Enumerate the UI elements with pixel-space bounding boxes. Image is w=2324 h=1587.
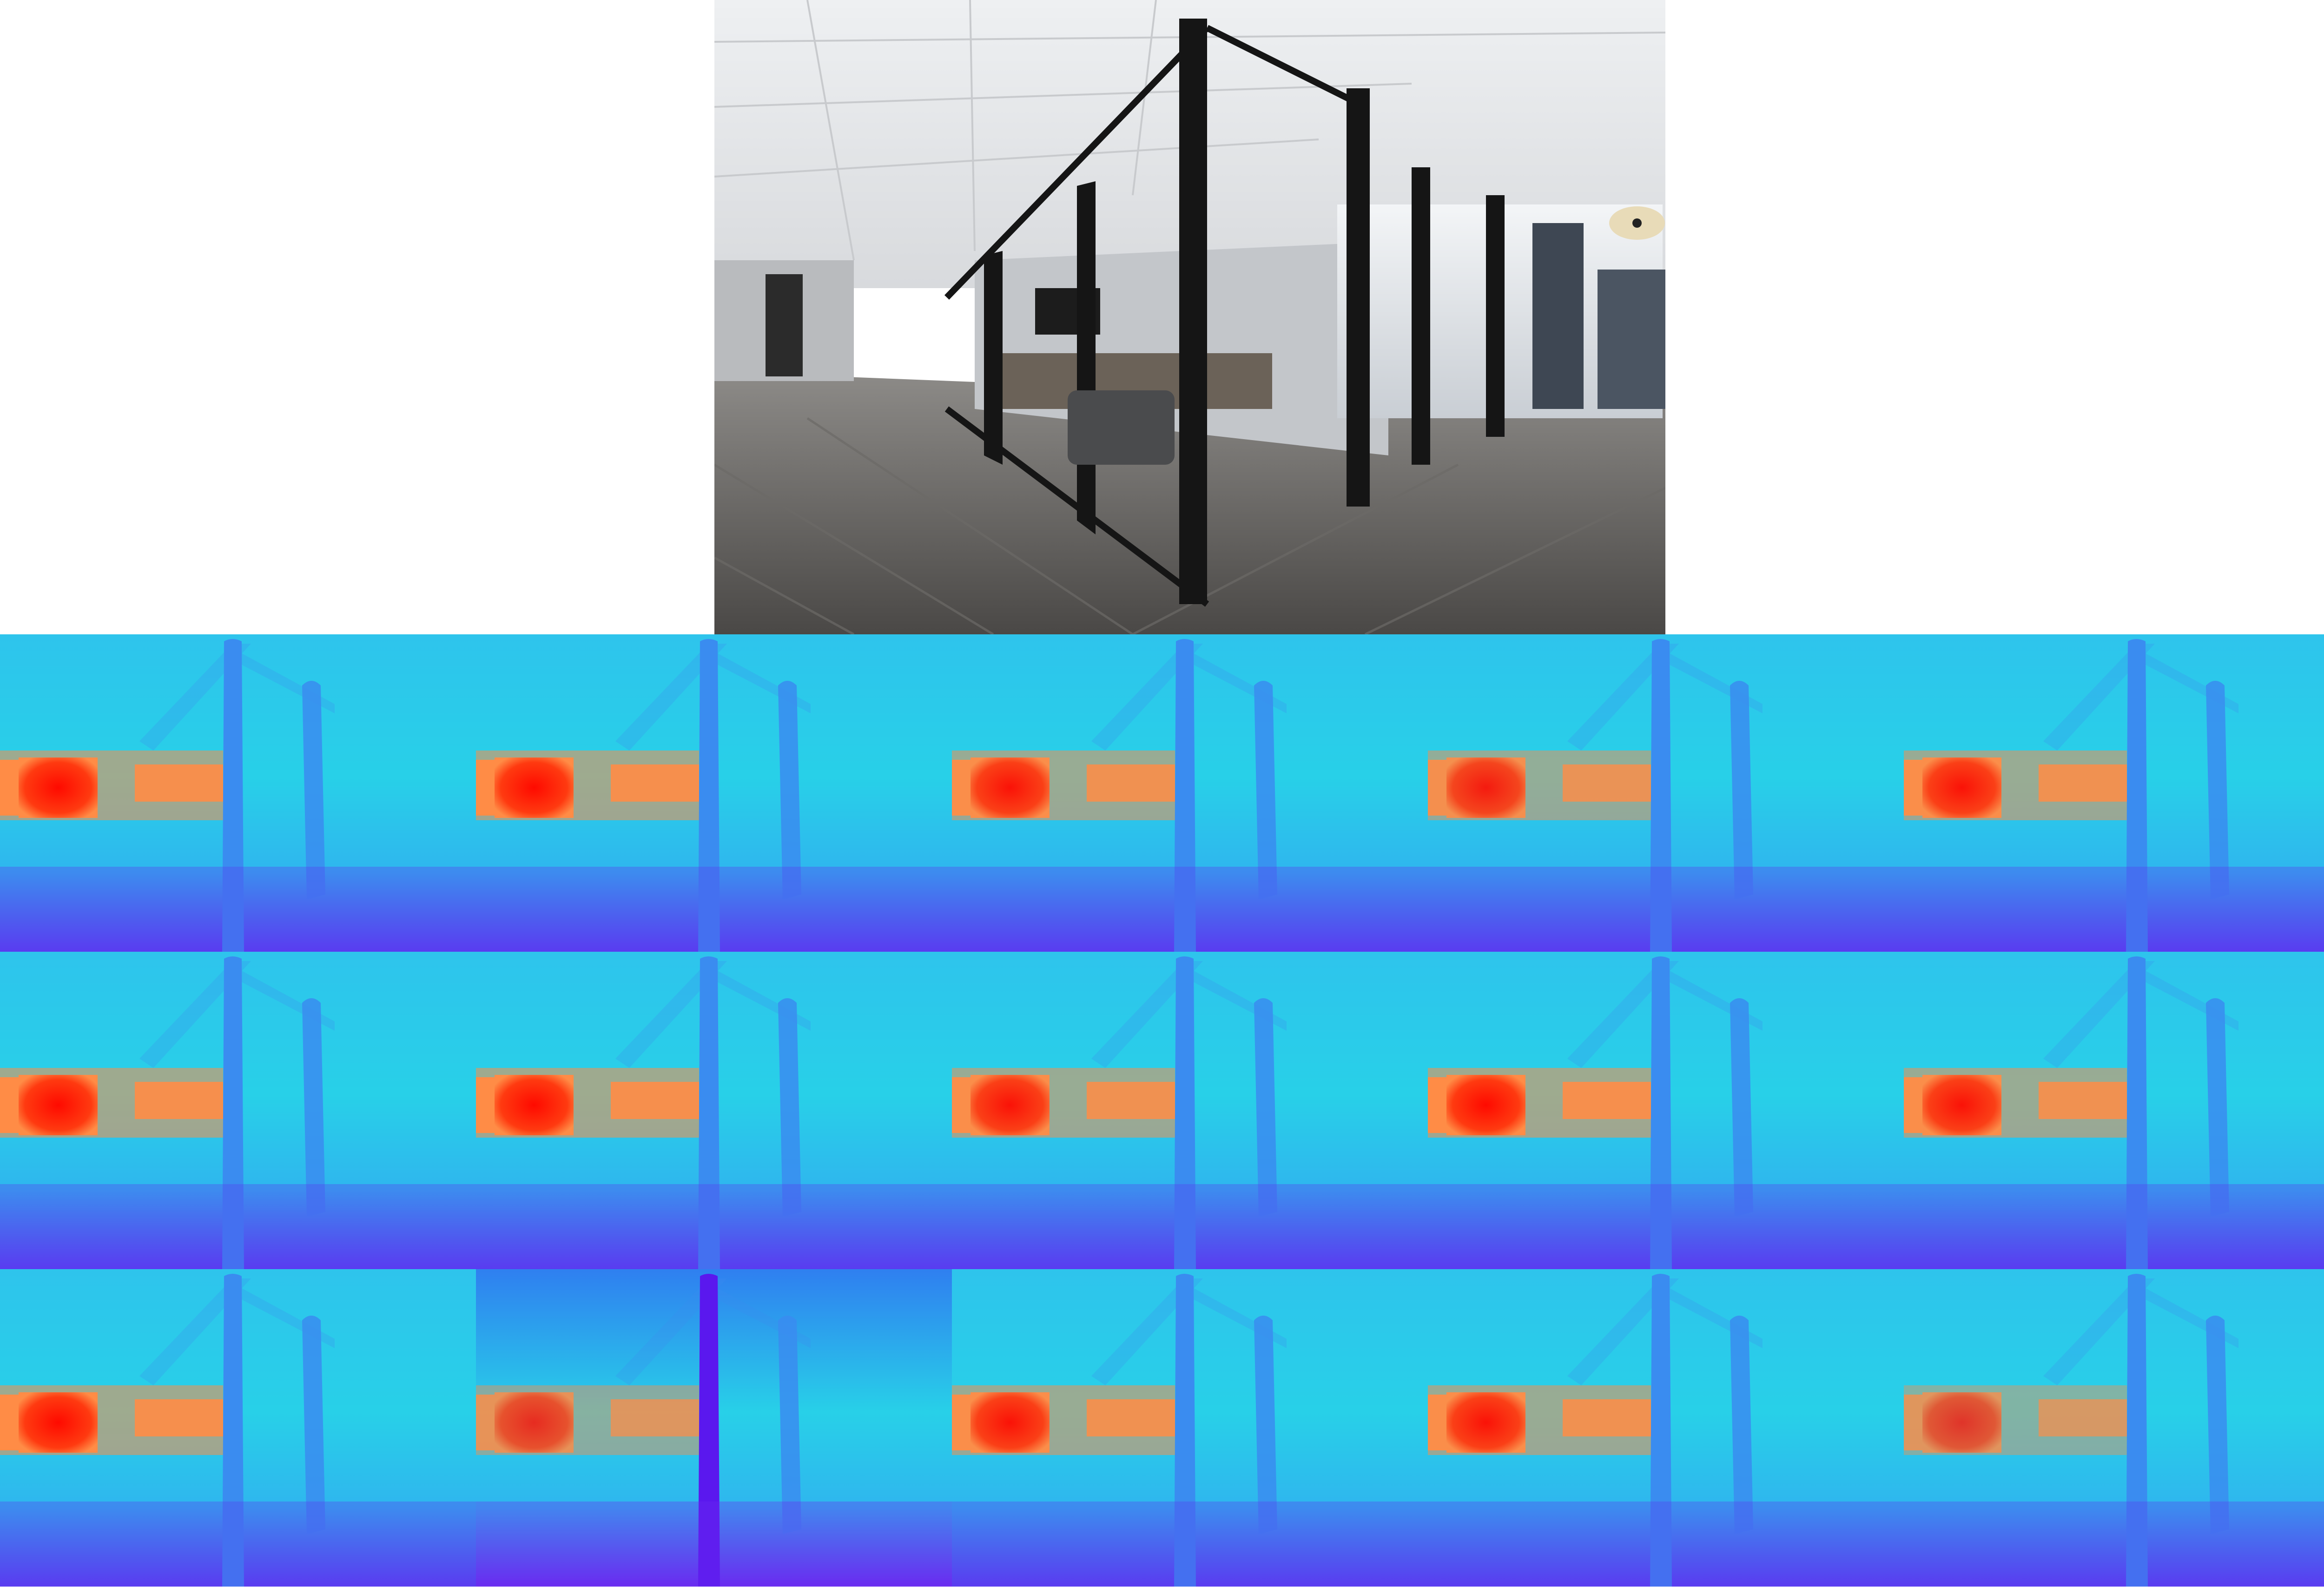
depth-map-tile	[476, 1269, 952, 1587]
depth-map-tile	[476, 634, 952, 952]
depth-map-tile	[952, 634, 1428, 952]
depth-map-tile	[0, 1269, 476, 1587]
depth-map-tile	[0, 634, 476, 952]
depth-map-tile	[1428, 634, 1904, 952]
depth-map-tile	[952, 952, 1428, 1269]
depth-map-tile	[476, 952, 952, 1269]
depth-map-tile	[0, 952, 476, 1269]
office-photo-image	[714, 0, 1665, 634]
depth-map-tile	[1428, 1269, 1904, 1587]
depth-map-tile	[1904, 1269, 2324, 1587]
depth-map-tile	[1904, 634, 2324, 952]
source-photo	[714, 0, 1665, 634]
depth-map-grid	[0, 634, 2324, 1587]
depth-map-tile	[1428, 952, 1904, 1269]
depth-map-tile	[952, 1269, 1428, 1587]
depth-map-tile	[1904, 952, 2324, 1269]
